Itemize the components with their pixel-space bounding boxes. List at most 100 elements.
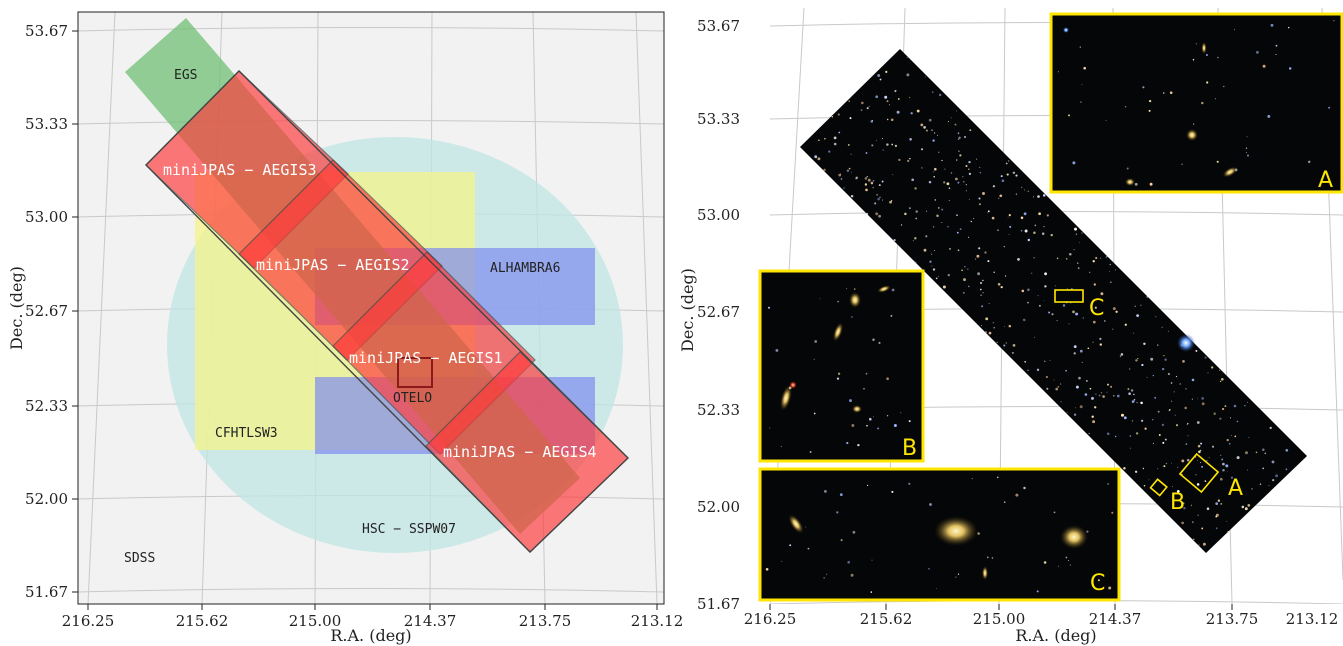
star-point: [838, 173, 842, 177]
star-point: [1215, 527, 1218, 530]
star-point: [814, 340, 818, 343]
star-point: [1106, 432, 1110, 435]
star-point: [926, 210, 928, 212]
inset-c: C: [758, 467, 1121, 602]
star-point: [1079, 405, 1083, 409]
star-point: [878, 184, 881, 187]
star-point: [1009, 225, 1012, 228]
star-point: [1034, 336, 1036, 338]
star-point: [1162, 92, 1165, 94]
star-point: [1005, 275, 1007, 277]
star-point: [1255, 451, 1258, 454]
star-point: [941, 159, 943, 162]
star-point: [934, 199, 937, 201]
star-point: [964, 265, 966, 268]
star-point: [1184, 406, 1187, 410]
star-point: [1244, 404, 1246, 407]
star-point: [1097, 579, 1100, 582]
star-point: [892, 174, 894, 176]
star-point: [1230, 434, 1232, 436]
star-point: [978, 197, 981, 200]
star-point: [1087, 347, 1090, 350]
star-point: [955, 159, 958, 161]
star-point: [1024, 229, 1028, 233]
star-point: [909, 158, 911, 160]
left-ylabel: Dec. (deg): [7, 266, 26, 350]
star-point: [1103, 319, 1106, 322]
star-point: [963, 135, 967, 139]
star-point: [938, 207, 940, 209]
star-point: [1007, 216, 1009, 218]
star-point: [1044, 285, 1047, 288]
star-point: [1216, 160, 1219, 163]
star-point: [1183, 507, 1186, 510]
star-point: [968, 285, 970, 288]
star-point: [999, 194, 1003, 198]
star-point: [840, 539, 843, 542]
star-point: [1256, 51, 1259, 54]
star-point: [1206, 507, 1210, 510]
star-point: [1057, 386, 1060, 388]
star-point: [1195, 349, 1198, 352]
star-point: [1094, 306, 1097, 309]
star-point: [1023, 212, 1027, 216]
star-point: [1191, 378, 1195, 382]
star-point: [931, 129, 933, 131]
star-point: [928, 118, 932, 122]
star-point: [1021, 289, 1025, 293]
star-point: [1069, 564, 1071, 566]
star-point: [1271, 460, 1275, 464]
left-survey-labels: EGS CFHTLSW3 ALHAMBRA6 HSC − SSPW07 OTEL…: [124, 68, 597, 566]
star-point: [976, 254, 980, 258]
star-point: [977, 272, 981, 276]
star-point: [866, 175, 869, 178]
star-point: [938, 93, 942, 97]
star-point: [1037, 195, 1040, 198]
star-point: [1215, 98, 1217, 100]
left-ytick: 52.00: [25, 490, 68, 508]
star-point: [906, 56, 908, 58]
star-point: [1206, 81, 1209, 84]
star-point: [878, 214, 881, 218]
star-point: [978, 247, 981, 250]
star-point: [1068, 323, 1070, 325]
star-point: [828, 150, 831, 153]
star-point: [1053, 379, 1055, 381]
star-point: [988, 302, 990, 304]
star-point: [1169, 409, 1171, 411]
star-point: [1056, 257, 1059, 260]
star-point: [814, 155, 818, 159]
star-point: [987, 212, 989, 214]
star-point: [1027, 288, 1030, 291]
star-point: [1133, 393, 1135, 396]
star-point: [1201, 402, 1205, 406]
star-point: [933, 249, 935, 252]
star-point: [1207, 372, 1209, 374]
star-point: [1272, 478, 1275, 482]
star-point: [1226, 471, 1228, 473]
star-point: [875, 139, 877, 141]
star-point: [1262, 467, 1265, 470]
star-point: [1106, 391, 1108, 393]
inset-a-galaxy: [1222, 166, 1238, 178]
star-point: [1116, 394, 1120, 398]
star-point: [1092, 420, 1096, 424]
star-point: [888, 104, 891, 106]
star-point: [868, 105, 870, 107]
right-xtick: 213.12: [1286, 610, 1339, 628]
star-point: [1037, 295, 1039, 297]
star-point: [874, 202, 877, 205]
star-point: [1128, 392, 1131, 395]
star-point: [1200, 462, 1202, 464]
label-aegis3: miniJPAS − AEGIS3: [163, 161, 317, 179]
right-ytick: 52.00: [697, 498, 740, 516]
star-point: [1083, 66, 1086, 70]
left-xlabel: R.A. (deg): [330, 626, 411, 645]
star-point: [968, 236, 970, 238]
star-point: [1065, 258, 1068, 260]
star-point: [1246, 401, 1249, 403]
star-point: [884, 95, 888, 99]
star-point: [877, 427, 880, 430]
star-point: [1031, 272, 1033, 274]
star-point: [1065, 556, 1068, 559]
